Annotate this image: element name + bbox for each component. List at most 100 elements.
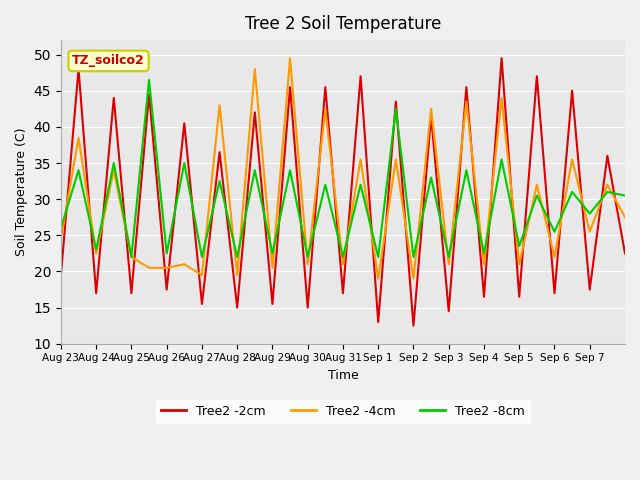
Tree2 -2cm bbox=[180, 120, 188, 126]
Tree2 -2cm bbox=[251, 109, 259, 115]
Tree2 -8cm bbox=[251, 168, 259, 173]
Tree2 -4cm bbox=[127, 254, 135, 260]
Tree2 -2cm bbox=[480, 294, 488, 300]
Tree2 -4cm bbox=[428, 106, 435, 112]
Tree2 -4cm bbox=[550, 254, 558, 260]
Tree2 -8cm bbox=[515, 243, 523, 249]
Tree2 -2cm bbox=[57, 272, 65, 278]
Tree2 -8cm bbox=[586, 211, 593, 216]
Tree2 -2cm bbox=[463, 84, 470, 90]
Tree2 -4cm bbox=[92, 251, 100, 256]
Tree2 -8cm bbox=[498, 156, 506, 162]
Tree2 -8cm bbox=[550, 229, 558, 235]
Tree2 -4cm bbox=[304, 261, 312, 267]
Tree2 -8cm bbox=[463, 168, 470, 173]
Tree2 -8cm bbox=[480, 251, 488, 256]
Tree2 -4cm bbox=[392, 156, 399, 162]
Tree2 -2cm bbox=[92, 290, 100, 296]
Tree2 -8cm bbox=[428, 175, 435, 180]
Tree2 -8cm bbox=[180, 160, 188, 166]
Tree2 -4cm bbox=[604, 182, 611, 188]
Title: Tree 2 Soil Temperature: Tree 2 Soil Temperature bbox=[244, 15, 441, 33]
Tree2 -2cm bbox=[163, 287, 170, 292]
Tree2 -2cm bbox=[356, 73, 364, 79]
Tree2 -8cm bbox=[145, 77, 153, 83]
Tree2 -2cm bbox=[234, 305, 241, 311]
Tree2 -4cm bbox=[75, 135, 83, 141]
Tree2 -8cm bbox=[234, 254, 241, 260]
Tree2 -4cm bbox=[480, 261, 488, 267]
Tree2 -2cm bbox=[533, 73, 541, 79]
Tree2 -8cm bbox=[57, 225, 65, 231]
Y-axis label: Soil Temperature (C): Soil Temperature (C) bbox=[15, 128, 28, 256]
Tree2 -2cm bbox=[75, 66, 83, 72]
Tree2 -4cm bbox=[463, 99, 470, 105]
Tree2 -4cm bbox=[180, 261, 188, 267]
Tree2 -4cm bbox=[356, 156, 364, 162]
Tree2 -2cm bbox=[410, 323, 417, 329]
Tree2 -8cm bbox=[92, 247, 100, 252]
Tree2 -4cm bbox=[216, 102, 223, 108]
Tree2 -8cm bbox=[410, 254, 417, 260]
Tree2 -4cm bbox=[568, 156, 576, 162]
Tree2 -8cm bbox=[321, 182, 329, 188]
Line: Tree2 -4cm: Tree2 -4cm bbox=[61, 58, 625, 279]
Tree2 -2cm bbox=[374, 319, 382, 325]
Tree2 -2cm bbox=[286, 84, 294, 90]
Tree2 -8cm bbox=[392, 106, 399, 112]
Tree2 -4cm bbox=[269, 265, 276, 271]
Tree2 -2cm bbox=[445, 308, 452, 314]
Tree2 -2cm bbox=[392, 99, 399, 105]
Tree2 -2cm bbox=[216, 149, 223, 155]
Tree2 -4cm bbox=[321, 106, 329, 112]
Tree2 -2cm bbox=[586, 287, 593, 292]
Tree2 -8cm bbox=[216, 178, 223, 184]
Tree2 -2cm bbox=[321, 84, 329, 90]
Tree2 -8cm bbox=[304, 254, 312, 260]
Tree2 -2cm bbox=[110, 95, 118, 101]
Text: TZ_soilco2: TZ_soilco2 bbox=[72, 54, 145, 67]
Tree2 -8cm bbox=[621, 192, 629, 198]
Tree2 -8cm bbox=[356, 182, 364, 188]
Line: Tree2 -2cm: Tree2 -2cm bbox=[61, 58, 625, 326]
Tree2 -2cm bbox=[269, 301, 276, 307]
Tree2 -8cm bbox=[604, 189, 611, 195]
Tree2 -2cm bbox=[621, 251, 629, 256]
Tree2 -4cm bbox=[621, 215, 629, 220]
X-axis label: Time: Time bbox=[328, 369, 358, 382]
Tree2 -2cm bbox=[604, 153, 611, 159]
Tree2 -4cm bbox=[234, 272, 241, 278]
Tree2 -4cm bbox=[286, 55, 294, 61]
Tree2 -8cm bbox=[339, 254, 347, 260]
Tree2 -4cm bbox=[163, 265, 170, 271]
Tree2 -8cm bbox=[568, 189, 576, 195]
Tree2 -4cm bbox=[445, 261, 452, 267]
Tree2 -4cm bbox=[145, 265, 153, 271]
Tree2 -8cm bbox=[286, 168, 294, 173]
Tree2 -8cm bbox=[75, 168, 83, 173]
Tree2 -2cm bbox=[198, 301, 206, 307]
Tree2 -2cm bbox=[339, 290, 347, 296]
Tree2 -2cm bbox=[428, 113, 435, 119]
Tree2 -4cm bbox=[110, 168, 118, 173]
Tree2 -4cm bbox=[251, 66, 259, 72]
Tree2 -2cm bbox=[145, 92, 153, 97]
Tree2 -2cm bbox=[550, 290, 558, 296]
Tree2 -4cm bbox=[57, 236, 65, 242]
Tree2 -4cm bbox=[498, 95, 506, 101]
Tree2 -4cm bbox=[410, 276, 417, 282]
Line: Tree2 -8cm: Tree2 -8cm bbox=[61, 80, 625, 257]
Tree2 -8cm bbox=[163, 251, 170, 256]
Legend: Tree2 -2cm, Tree2 -4cm, Tree2 -8cm: Tree2 -2cm, Tree2 -4cm, Tree2 -8cm bbox=[156, 399, 530, 422]
Tree2 -8cm bbox=[110, 160, 118, 166]
Tree2 -4cm bbox=[586, 229, 593, 235]
Tree2 -2cm bbox=[127, 290, 135, 296]
Tree2 -4cm bbox=[515, 261, 523, 267]
Tree2 -8cm bbox=[533, 192, 541, 198]
Tree2 -4cm bbox=[339, 261, 347, 267]
Tree2 -8cm bbox=[198, 254, 206, 260]
Tree2 -8cm bbox=[374, 254, 382, 260]
Tree2 -8cm bbox=[269, 251, 276, 256]
Tree2 -4cm bbox=[198, 272, 206, 278]
Tree2 -2cm bbox=[515, 294, 523, 300]
